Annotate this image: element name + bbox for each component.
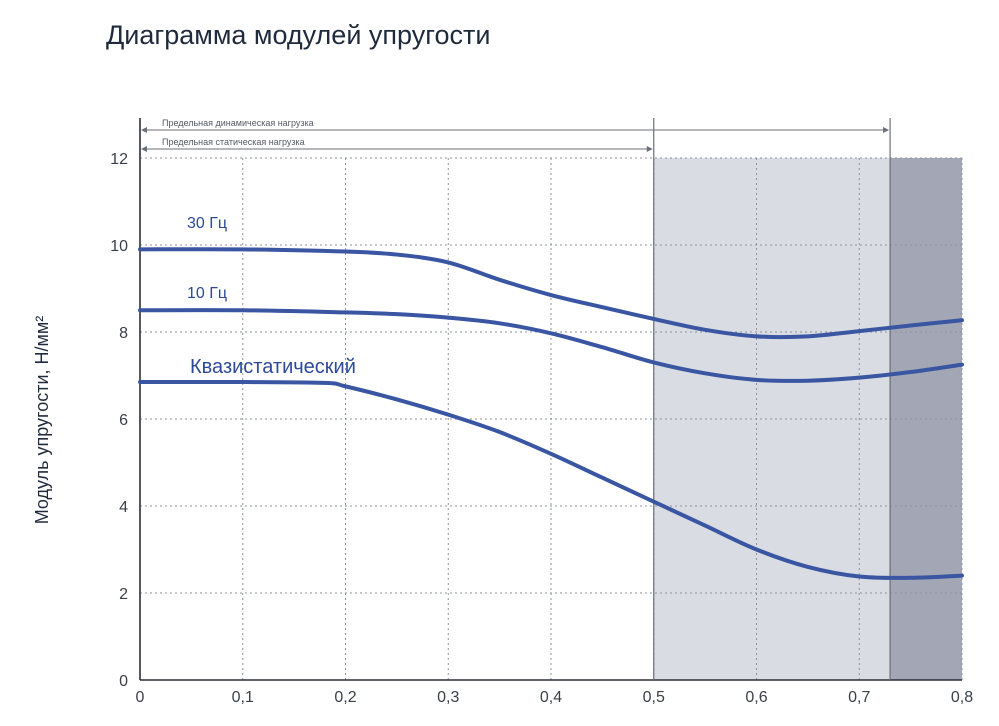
series-line-3	[138, 379, 964, 580]
series-lines	[138, 247, 964, 580]
y-tick-label: 6	[119, 412, 128, 429]
x-tick-label: 0,4	[540, 689, 562, 706]
x-tick-label: 0	[136, 689, 145, 706]
x-tick-label: 0,1	[232, 689, 254, 706]
annotation-label-2: Предельная статическая нагрузка	[162, 137, 305, 147]
axes	[139, 118, 962, 681]
arrow-head-right	[883, 127, 890, 133]
series-labels: 30 Гц 10 Гц Квазистатический	[187, 215, 356, 378]
x-tick-label: 0,6	[745, 689, 767, 706]
y-tick-label: 10	[110, 238, 128, 255]
chart-title: Диаграмма модулей упругости	[106, 20, 491, 50]
arrow-head-left	[141, 146, 147, 152]
series-label-3: Квазистатический	[190, 356, 356, 378]
tick-labels: 0 0,1 0,2 0,3 0,4 0,5 0,6 0,7 0,8 0 2 4 6 8 10 12	[110, 151, 973, 706]
series-line-2	[138, 308, 964, 383]
y-tick-label: 8	[119, 325, 128, 342]
arrow-head-right	[646, 146, 653, 152]
y-tick-label: 4	[119, 499, 128, 516]
arrow-head-left	[141, 127, 147, 133]
x-tick-label: 0,8	[951, 689, 973, 706]
x-tick-label: 0,5	[643, 689, 665, 706]
x-tick-label: 0,2	[334, 689, 356, 706]
y-tick-label: 2	[119, 586, 128, 603]
x-tick-label: 0,7	[848, 689, 870, 706]
x-tick-label: 0,3	[437, 689, 459, 706]
series-line-1	[138, 247, 964, 340]
y-axis-label: Модуль упругости, Н/мм²	[32, 316, 52, 525]
load-annotations: Предельная динамическая нагрузка Предельн…	[141, 118, 890, 152]
y-tick-label: 12	[110, 151, 128, 168]
y-tick-label: 0	[119, 673, 128, 690]
series-label-2: 10 Гц	[187, 285, 227, 302]
annotation-label-1: Предельная динамическая нагрузка	[162, 118, 314, 128]
series-label-1: 30 Гц	[187, 215, 227, 232]
